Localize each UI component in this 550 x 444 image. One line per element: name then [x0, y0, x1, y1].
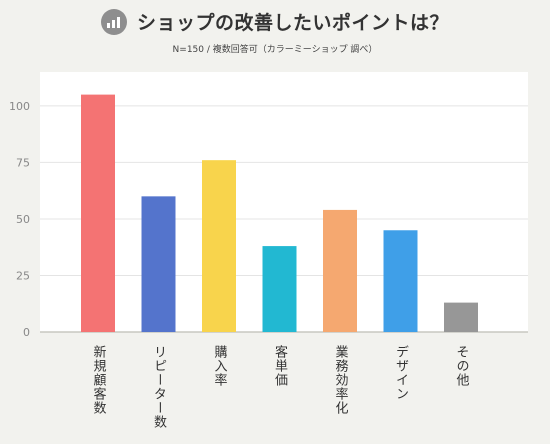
category-label: 購入率	[212, 345, 228, 387]
y-tick-label: 0	[23, 326, 30, 339]
chart-header: ショップの改善したいポイントは？	[0, 8, 550, 35]
bar-2	[202, 160, 236, 332]
category-label: リピーター数	[151, 345, 167, 429]
category-label: デザイン	[393, 345, 409, 401]
category-label: 客単価	[272, 344, 288, 387]
bar-5	[383, 230, 418, 332]
category-label: 新規顧客数	[91, 344, 107, 415]
bar-6	[444, 302, 478, 332]
bar-3	[262, 246, 297, 332]
y-tick-label: 75	[16, 156, 30, 169]
chart-title: ショップの改善したいポイントは？	[136, 12, 449, 34]
y-tick-label: 25	[16, 269, 30, 282]
bar-0	[81, 94, 115, 332]
y-tick-label: 50	[16, 213, 30, 226]
chart-subtitle: N=150 / 複数回答可（カラーミーショップ 調べ）	[172, 45, 378, 55]
bar-chart-icon	[100, 8, 127, 35]
bar-1	[141, 196, 176, 332]
bar-4	[323, 209, 357, 332]
category-label: その他	[454, 345, 470, 387]
category-label: 業務効率化	[333, 344, 349, 415]
y-tick-label: 100	[9, 100, 30, 113]
